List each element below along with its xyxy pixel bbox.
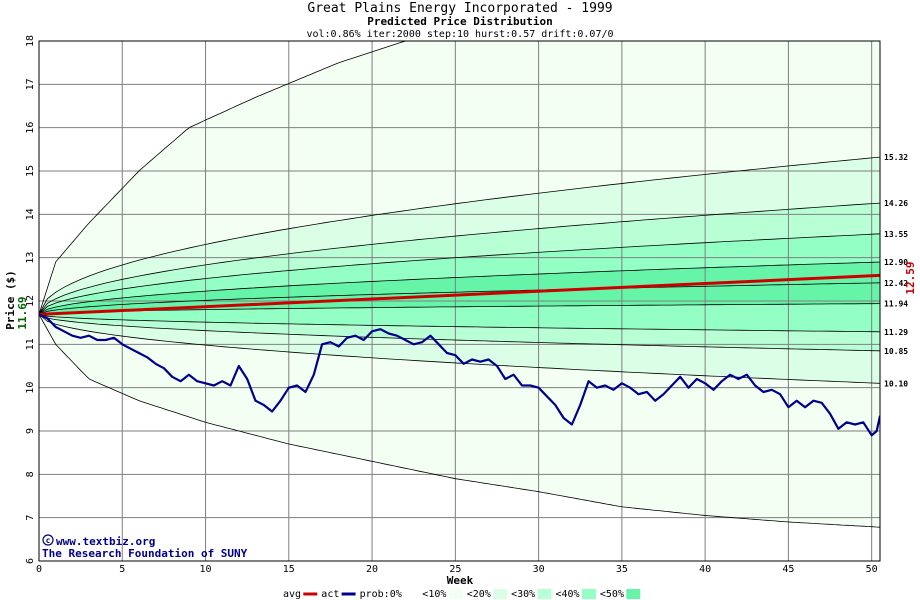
- band-end-label-11.29: 11.29: [884, 328, 908, 337]
- x-tick-35: 35: [616, 564, 628, 575]
- legend-label-4: <20%: [467, 589, 491, 600]
- band-end-label-12.42: 12.42: [884, 279, 908, 288]
- start-price-label: 11.69: [16, 296, 29, 329]
- chart-subtitle: Predicted Price Distribution: [367, 15, 552, 28]
- x-tick-5: 5: [119, 564, 125, 575]
- y-tick-7: 7: [25, 515, 36, 521]
- credit-site: www.textbiz.org: [56, 535, 155, 548]
- simulation-params: vol:0.86% iter:2000 step:10 hurst:0.57 d…: [306, 29, 613, 40]
- lower-envelope-line: [39, 314, 880, 528]
- upper-envelope-line: [39, 41, 880, 315]
- y-tick-11: 11: [25, 338, 36, 350]
- chart-title: Great Plains Energy Incorporated - 1999: [307, 1, 612, 16]
- legend-label-1: act: [321, 589, 339, 600]
- legend-swatch-2: [404, 589, 419, 599]
- band-end-label-11.94: 11.94: [884, 300, 908, 309]
- band-line-12.90: [39, 261, 880, 315]
- band-end-label-10.85: 10.85: [884, 347, 908, 356]
- y-tick-16: 16: [25, 122, 36, 134]
- y-axis-label: Price ($): [4, 270, 17, 330]
- legend-label-7: <50%: [600, 589, 624, 600]
- band-end-label-14.26: 14.26: [884, 199, 908, 208]
- plot-frame: [38, 40, 881, 562]
- plot-area: 15.32 14.26 13.55 12.90 12.42 11.94 11.29 10.85…: [25, 35, 908, 575]
- x-axis-label: Week: [447, 574, 474, 587]
- y-tick-13: 13: [25, 252, 36, 264]
- legend-label-3: <10%: [422, 589, 446, 600]
- credit-org: The Research Foundation of SUNY: [42, 547, 248, 560]
- band-end-label-10.10: 10.10: [884, 379, 908, 388]
- y-tick-8: 8: [25, 471, 36, 477]
- y-tick-12: 12: [25, 295, 36, 307]
- legend: avg act prob:0% <10% <20% <30% <40% <50%: [283, 589, 641, 600]
- band-end-label-13.55: 13.55: [884, 230, 908, 239]
- x-tick-50: 50: [866, 564, 878, 575]
- legend-label-0: avg: [283, 589, 301, 600]
- band-end-label-15.32: 15.32: [884, 153, 908, 162]
- series-avg-line: [39, 273, 880, 316]
- x-tick-40: 40: [699, 564, 711, 575]
- x-tick-0: 0: [36, 564, 42, 575]
- band-line-11.94: [39, 303, 880, 315]
- y-tick-10: 10: [25, 382, 36, 394]
- legend-swatch-5: [537, 589, 552, 599]
- band-end-label-12.90: 12.90: [884, 258, 908, 267]
- legend-swatch-7: [626, 589, 641, 599]
- y-tick-17: 17: [25, 78, 36, 90]
- y-tick-9: 9: [25, 428, 36, 434]
- y-tick-14: 14: [25, 208, 36, 220]
- x-tick-20: 20: [366, 564, 378, 575]
- band-line-10.85: [39, 314, 880, 352]
- end-price-label: 12.59: [904, 261, 917, 294]
- x-tick-25: 25: [449, 564, 461, 575]
- band-line-15.32: [39, 156, 880, 315]
- x-tick-30: 30: [533, 564, 545, 575]
- band-line-11.29: [39, 314, 880, 333]
- band-line-13.55: [39, 233, 880, 315]
- y-tick-6: 6: [25, 558, 36, 564]
- band-line-14.26: [39, 202, 880, 315]
- y-tick-15: 15: [25, 165, 36, 177]
- x-tick-15: 15: [283, 564, 295, 575]
- plot-content: [39, 41, 880, 561]
- copyright-icon-letter: c: [46, 536, 51, 545]
- legend-swatch-3: [448, 589, 463, 599]
- y-tick-18: 18: [25, 35, 36, 47]
- x-tick-45: 45: [782, 564, 794, 575]
- band-line-12.42: [39, 282, 880, 315]
- legend-swatch-4: [493, 589, 508, 599]
- legend-swatch-6: [581, 589, 596, 599]
- series-act-line: [39, 313, 880, 437]
- legend-label-5: <30%: [511, 589, 535, 600]
- credits: c www.textbiz.org The Research Foundatio…: [42, 534, 248, 560]
- legend-label-2: prob:0%: [360, 589, 402, 600]
- copyright-icon: [42, 534, 54, 546]
- legend-label-6: <40%: [556, 589, 580, 600]
- x-tick-10: 10: [200, 564, 212, 575]
